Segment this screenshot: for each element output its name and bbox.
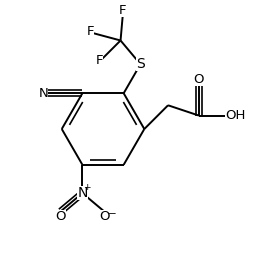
Text: O: O [99, 209, 109, 222]
Text: O: O [194, 73, 204, 86]
Text: S: S [136, 57, 145, 71]
Text: F: F [87, 25, 94, 38]
Text: −: − [108, 209, 117, 219]
Text: N: N [77, 186, 88, 200]
Text: OH: OH [225, 109, 245, 122]
Text: O: O [55, 209, 66, 222]
Text: +: + [83, 183, 91, 192]
Text: F: F [119, 4, 126, 18]
Text: F: F [96, 54, 103, 67]
Text: N: N [38, 87, 48, 100]
